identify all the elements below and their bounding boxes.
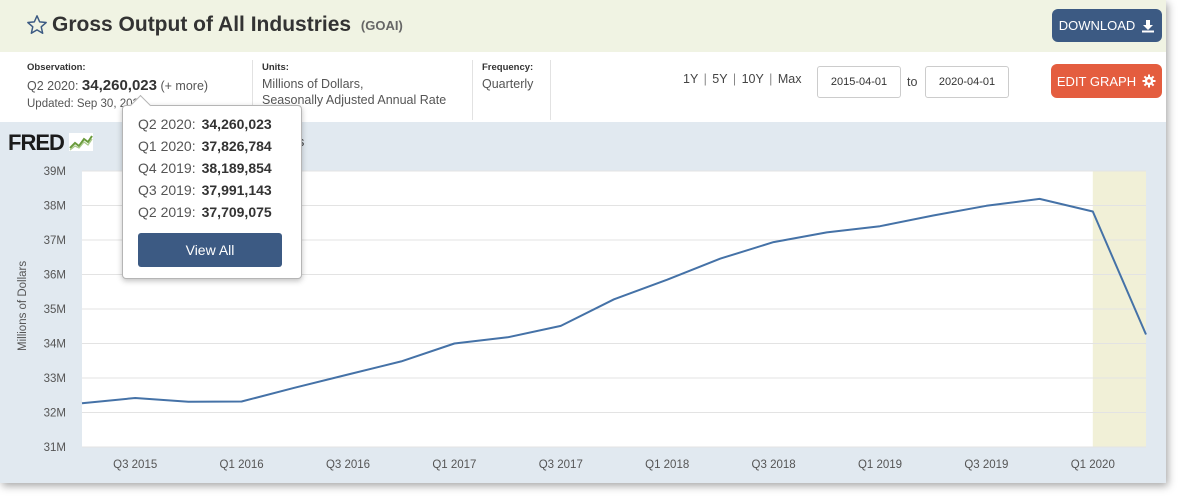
x-tick-label: Q3 2019: [964, 459, 1008, 471]
range-10y[interactable]: 10Y: [741, 72, 764, 86]
popup-value: 37,709,075: [201, 204, 272, 220]
series-id: (GOAI): [360, 18, 403, 33]
x-tick-label: Q3 2018: [752, 459, 796, 471]
popup-period: Q4 2019:: [138, 160, 196, 176]
units-label: Units:: [262, 62, 289, 73]
popup-period: Q1 2020:: [138, 138, 196, 154]
observation-period: Q2 2020:: [27, 79, 79, 93]
x-tick-label: Q3 2016: [326, 459, 370, 471]
range-1y[interactable]: 1Y: [683, 72, 699, 86]
observation-block: Observation: Q2 2020: 34,260,023 (+ more…: [27, 62, 208, 110]
x-tick-label: Q1 2020: [1071, 459, 1115, 471]
series-title: Gross Output of All Industries: [52, 13, 352, 36]
download-button[interactable]: DOWNLOAD: [1052, 9, 1162, 42]
frequency-label: Frequency:: [482, 62, 534, 73]
units-line-2: Seasonally Adjusted Annual Rate: [262, 93, 447, 107]
y-tick-label: 33M: [44, 373, 66, 385]
popup-period: Q2 2020:: [138, 116, 196, 132]
download-label: DOWNLOAD: [1058, 18, 1136, 33]
frequency-block: Frequency: Quarterly: [482, 62, 533, 91]
divider: [472, 60, 473, 120]
popup-value: 37,991,143: [201, 182, 272, 198]
page-title: Gross Output of All Industries (GOAI): [52, 13, 403, 37]
observation-value: 34,260,023: [81, 77, 157, 94]
x-tick-label: Q3 2017: [539, 459, 583, 471]
units-block: Units: Millions of Dollars, Seasonally A…: [262, 62, 446, 107]
popup-row: Q3 2019: 37,991,143: [138, 182, 272, 198]
observations-popup: Q2 2020: 34,260,023 Q1 2020: 37,826,784 Q4…: [122, 94, 302, 279]
divider: [550, 60, 551, 120]
x-tick-label: Q1 2019: [858, 459, 902, 471]
star-icon[interactable]: [26, 14, 48, 36]
series-line: [81, 197, 1147, 405]
y-tick-label: 32M: [44, 408, 66, 420]
fred-logo: FRED: [8, 130, 94, 156]
fred-panel: Gross Output of All Industries (GOAI) DO…: [0, 0, 1166, 483]
to-label: to: [907, 75, 918, 89]
x-tick-label: Q1 2017: [432, 459, 476, 471]
header-bar: Gross Output of All Industries (GOAI) DO…: [0, 0, 1166, 52]
observation-label: Observation:: [27, 62, 86, 73]
x-tick-label: Q1 2018: [645, 459, 689, 471]
y-tick-label: 38M: [44, 201, 66, 213]
frequency-value: Quarterly: [482, 77, 534, 91]
gear-icon: [1142, 74, 1156, 88]
edit-graph-button[interactable]: EDIT GRAPH: [1051, 64, 1162, 98]
range-max[interactable]: Max: [777, 72, 802, 86]
series-meta: Observation: Q2 2020: 34,260,023 (+ more…: [0, 52, 1166, 122]
popup-period: Q2 2019:: [138, 204, 196, 220]
popup-value: 34,260,023: [201, 116, 272, 132]
y-tick-label: 37M: [44, 235, 66, 247]
popup-value: 37,826,784: [201, 138, 272, 154]
y-tick-label: 31M: [44, 442, 66, 454]
view-all-button[interactable]: View All: [138, 233, 282, 267]
fred-logo-text: FRED: [8, 130, 65, 155]
updated-text: Updated: Sep 30, 2020: [27, 98, 146, 110]
download-icon: [1142, 19, 1155, 32]
edit-graph-label: EDIT GRAPH: [1056, 73, 1137, 89]
popup-period: Q3 2019:: [138, 182, 196, 198]
x-tick-label: Q1 2016: [220, 459, 264, 471]
popup-row: Q1 2020: 37,826,784: [138, 138, 272, 154]
y-tick-label: 35M: [44, 304, 66, 316]
popup-row: Q4 2019: 38,189,854: [138, 160, 272, 176]
start-date-input[interactable]: 2015-04-01: [817, 66, 901, 98]
chart-logo-icon: [69, 133, 94, 151]
popup-row: Q2 2020: 34,260,023: [138, 116, 272, 132]
popup-row: Q2 2019: 37,709,075: [138, 204, 272, 220]
end-date-input[interactable]: 2020-04-01: [925, 66, 1009, 98]
y-tick-label: 36M: [44, 270, 66, 282]
units-line-1: Millions of Dollars,: [262, 77, 364, 91]
divider: [252, 60, 253, 120]
y-axis-label: Millions of Dollars: [17, 260, 29, 351]
range-5y[interactable]: 5Y: [712, 72, 728, 86]
y-tick-label: 39M: [44, 166, 66, 178]
range-links: 1Y | 5Y | 10Y | Max: [683, 72, 802, 86]
y-tick-label: 34M: [44, 339, 66, 351]
popup-value: 38,189,854: [201, 160, 272, 176]
more-link[interactable]: (+ more): [160, 79, 209, 93]
x-tick-label: Q3 2015: [113, 459, 157, 471]
